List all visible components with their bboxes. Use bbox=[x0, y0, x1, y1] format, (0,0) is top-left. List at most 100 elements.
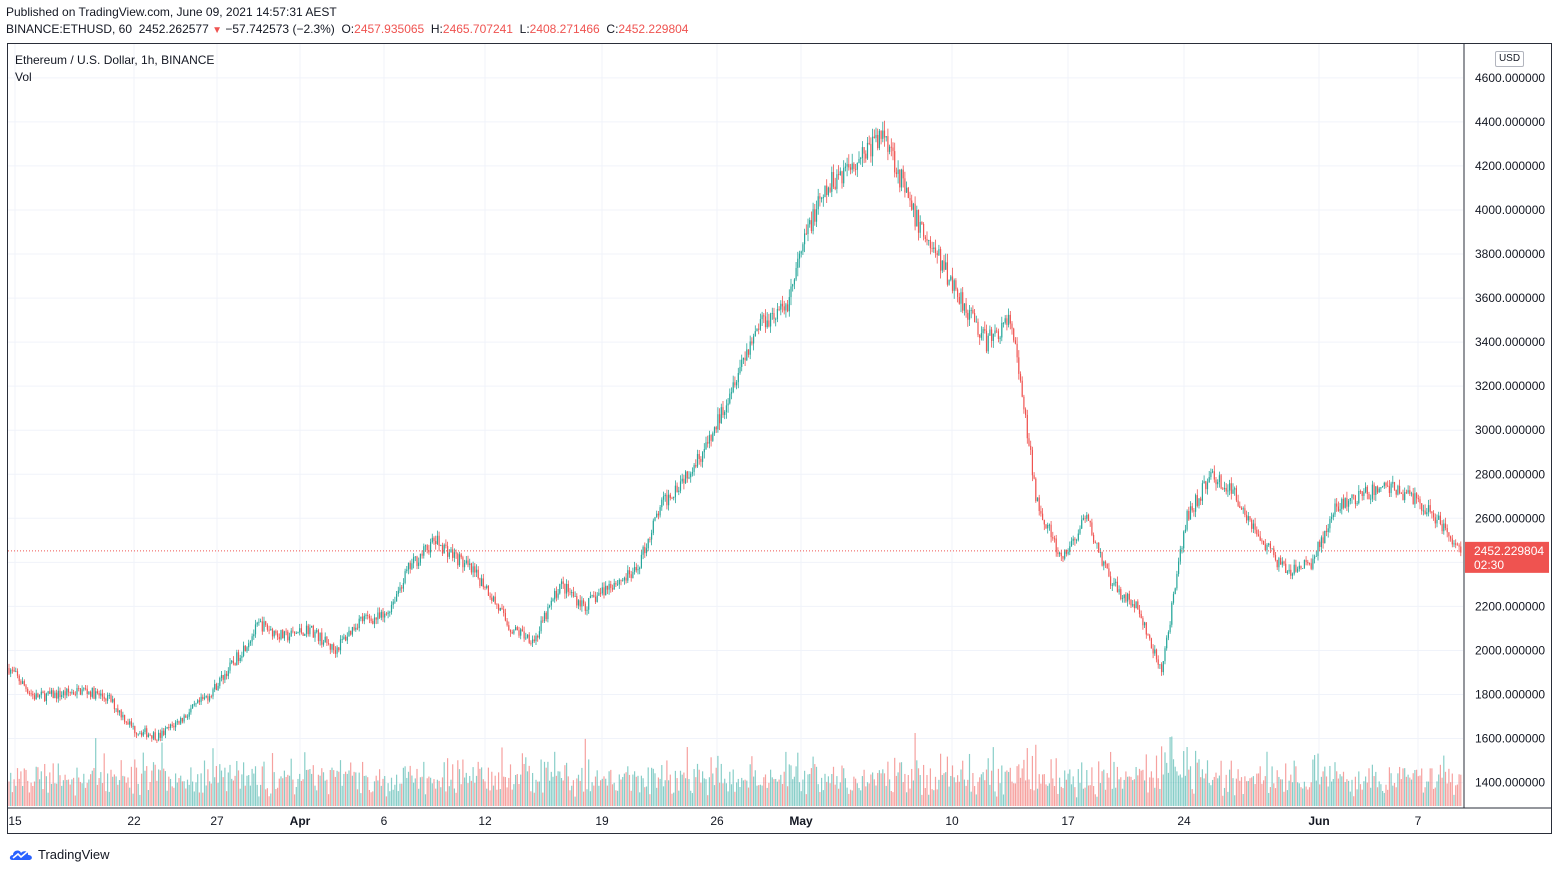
volume-bar bbox=[1286, 790, 1288, 806]
volume-bar bbox=[1093, 786, 1095, 806]
candle-body bbox=[339, 639, 342, 651]
volume-bar bbox=[741, 777, 743, 806]
volume-bar bbox=[1349, 791, 1351, 806]
candle-body bbox=[370, 618, 372, 621]
candle-body bbox=[560, 581, 563, 585]
candle-body bbox=[270, 629, 272, 631]
candle-body bbox=[615, 583, 617, 585]
time-tick-label: 12 bbox=[478, 814, 492, 828]
candle-body bbox=[1247, 516, 1249, 521]
candle-body bbox=[946, 262, 948, 285]
volume-bar bbox=[1412, 773, 1414, 806]
volume-bar bbox=[200, 773, 202, 806]
volume-bar bbox=[717, 755, 719, 806]
candle-body bbox=[1336, 503, 1338, 507]
chart-frame[interactable] bbox=[7, 43, 1552, 834]
candle-body bbox=[698, 454, 700, 459]
candle-body bbox=[193, 703, 195, 705]
candle-body bbox=[1376, 486, 1379, 493]
volume-bar bbox=[1144, 780, 1146, 806]
candle-body bbox=[902, 169, 904, 179]
volume-bar bbox=[453, 788, 455, 806]
candle-body bbox=[1322, 537, 1324, 544]
candle-body bbox=[343, 636, 345, 640]
candle-body bbox=[214, 683, 216, 690]
volume-bar bbox=[919, 775, 921, 806]
volume-bar bbox=[203, 760, 206, 806]
candle-body bbox=[1400, 493, 1402, 495]
volume-bar bbox=[1113, 761, 1115, 806]
volume-bar bbox=[1371, 764, 1373, 806]
candle-body bbox=[984, 329, 986, 331]
candle-body bbox=[584, 603, 586, 611]
volume-bar bbox=[220, 770, 223, 806]
volume-bar bbox=[115, 776, 117, 806]
time-tick-label: 22 bbox=[127, 814, 141, 828]
volume-bar bbox=[724, 778, 726, 806]
candle-body bbox=[877, 134, 879, 149]
time-tick-label: 6 bbox=[381, 814, 388, 828]
volume-bar bbox=[1399, 766, 1401, 806]
candle-body bbox=[569, 591, 571, 593]
volume-bar bbox=[1098, 761, 1100, 806]
volume-bar bbox=[331, 767, 333, 806]
volume-bar bbox=[805, 794, 807, 806]
candle-body bbox=[526, 634, 529, 638]
candle-body bbox=[579, 600, 581, 607]
volume-bar bbox=[1225, 774, 1227, 806]
time-tick-label: 10 bbox=[945, 814, 959, 828]
volume-bar bbox=[783, 771, 785, 806]
candle-body bbox=[975, 321, 977, 323]
candle-body bbox=[868, 142, 870, 144]
volume-bar bbox=[261, 766, 263, 806]
candle-body bbox=[1142, 618, 1144, 626]
candle-body bbox=[778, 308, 780, 310]
volume-bar bbox=[972, 773, 974, 806]
volume-bar bbox=[69, 784, 71, 806]
volume-bar bbox=[129, 787, 131, 806]
candle-body bbox=[1031, 449, 1033, 476]
volume-bar bbox=[1179, 774, 1181, 806]
volume-bar bbox=[933, 790, 935, 806]
volume-bar bbox=[22, 785, 24, 806]
volume-bar bbox=[720, 763, 722, 806]
candle-body bbox=[1113, 582, 1115, 585]
volume-bar bbox=[481, 767, 483, 806]
volume-bar bbox=[566, 762, 568, 806]
volume-bar bbox=[217, 782, 219, 806]
volume-bar bbox=[212, 748, 214, 806]
volume-bar bbox=[965, 785, 967, 806]
volume-bar bbox=[486, 788, 488, 806]
candle-body bbox=[1023, 396, 1025, 410]
price-tick-label: 4000.000000 bbox=[1475, 203, 1545, 217]
candle-body bbox=[1382, 486, 1384, 488]
volume-bar bbox=[656, 787, 658, 806]
volume-bar bbox=[1436, 781, 1438, 806]
candle-body bbox=[909, 197, 911, 201]
candle-body bbox=[753, 336, 755, 344]
candle-body bbox=[1067, 551, 1069, 554]
close-value: 2452.229804 bbox=[618, 22, 689, 36]
volume-bar bbox=[1004, 771, 1006, 806]
volume-bar bbox=[742, 780, 744, 806]
volume-bar bbox=[938, 779, 940, 806]
currency-button[interactable]: USD bbox=[1495, 51, 1524, 67]
volume-bar bbox=[999, 783, 1001, 806]
volume-bar bbox=[761, 785, 763, 806]
candle-body bbox=[67, 688, 70, 693]
candle-body bbox=[42, 691, 44, 694]
candle-body bbox=[164, 728, 166, 735]
footer-brand[interactable]: TradingView bbox=[8, 846, 110, 862]
volume-bar bbox=[747, 787, 750, 806]
volume-bar bbox=[586, 789, 588, 806]
volume-bar bbox=[953, 777, 955, 806]
candle-body bbox=[367, 614, 369, 616]
candle-body bbox=[572, 592, 574, 597]
volume-bar bbox=[339, 760, 342, 806]
candle-body bbox=[960, 292, 962, 304]
volume-bar bbox=[948, 786, 950, 806]
candle-body bbox=[679, 481, 682, 491]
candle-body bbox=[13, 669, 15, 672]
candle-body bbox=[362, 616, 364, 622]
